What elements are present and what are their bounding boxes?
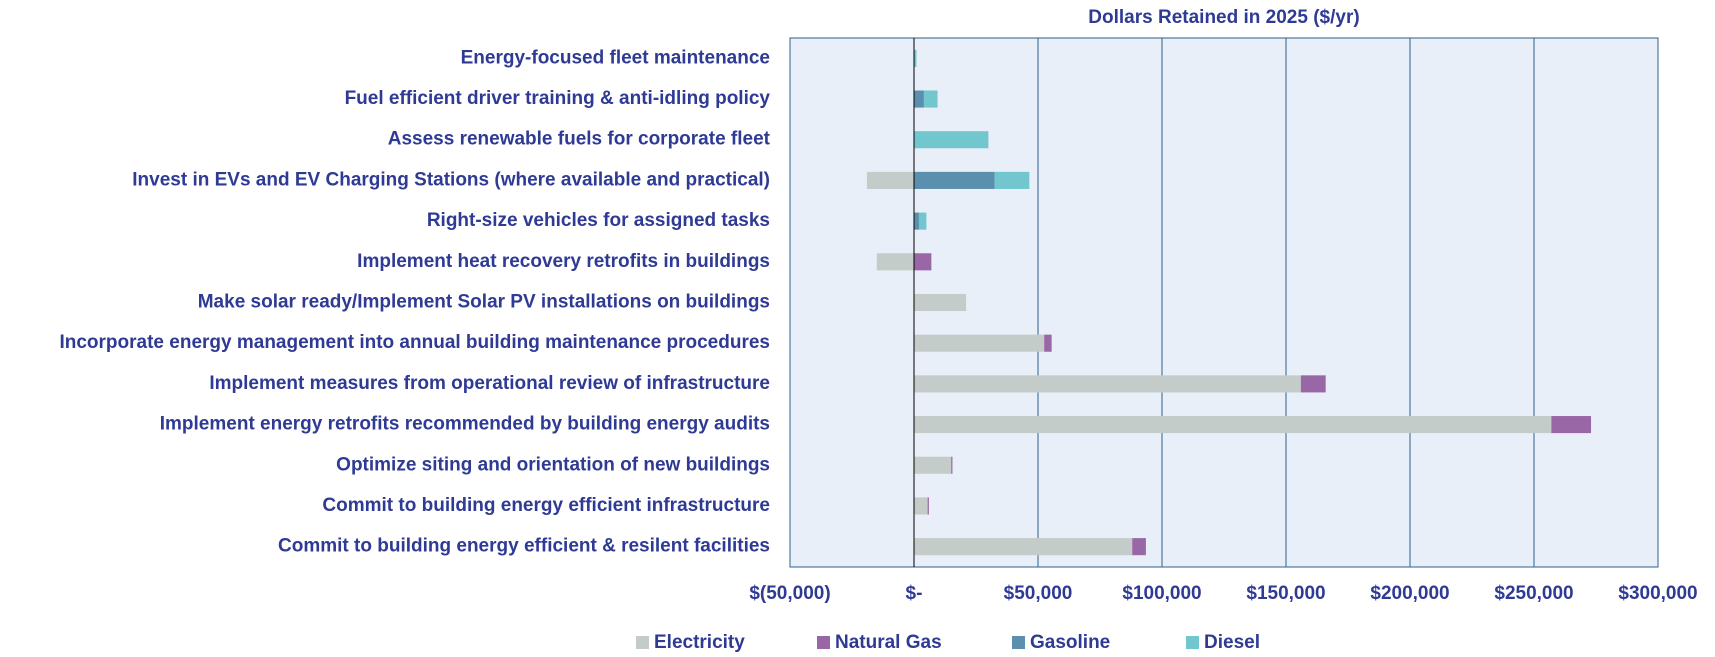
legend-label: Natural Gas [835, 632, 942, 653]
bar-segment [914, 538, 1133, 556]
bar-segment [914, 416, 1552, 434]
legend-swatch [636, 636, 649, 649]
x-tick-label: $300,000 [1618, 583, 1697, 604]
legend-swatch [1186, 636, 1199, 649]
y-tick-label: Incorporate energy management into annua… [59, 332, 770, 353]
y-tick-label: Optimize siting and orientation of new b… [336, 454, 770, 475]
x-tick-label: $250,000 [1494, 583, 1573, 604]
bar-segment [923, 90, 938, 108]
bar-segment [914, 334, 1045, 352]
y-tick-label: Make solar ready/Implement Solar PV inst… [198, 292, 770, 313]
bar-segment [914, 49, 917, 67]
bar-segment [914, 375, 1301, 393]
bar-segment [1132, 538, 1146, 556]
bar-segment [1551, 416, 1592, 434]
legend-label: Electricity [654, 632, 745, 653]
y-tick-label: Implement energy retrofits recommended b… [160, 414, 770, 435]
x-tick-label: $(50,000) [749, 583, 830, 604]
bar-segment [876, 253, 914, 271]
y-tick-label: Implement measures from operational revi… [209, 373, 770, 394]
x-tick-label: $150,000 [1246, 583, 1325, 604]
y-tick-label: Commit to building energy efficient & re… [278, 536, 770, 557]
bar-segment [951, 456, 953, 474]
y-tick-label: Assess renewable fuels for corporate fle… [388, 129, 771, 150]
y-tick-label: Invest in EVs and EV Charging Stations (… [132, 169, 770, 190]
legend-swatch [1012, 636, 1025, 649]
bar-segment [914, 171, 995, 189]
bar-segment [914, 253, 932, 271]
y-tick-label: Implement heat recovery retrofits in bui… [357, 251, 770, 272]
bar-segment [918, 212, 927, 230]
x-tick-label: $- [906, 583, 923, 604]
bar-segment [1300, 375, 1326, 393]
y-tick-label: Right-size vehicles for assigned tasks [427, 210, 770, 231]
x-tick-label: $100,000 [1122, 583, 1201, 604]
bar-segment [914, 497, 928, 515]
legend-label: Gasoline [1030, 632, 1110, 653]
bar-segment [927, 497, 929, 515]
bar-segment [914, 456, 952, 474]
legend-swatch [817, 636, 830, 649]
bar-segment [914, 90, 924, 108]
bar-segment [914, 293, 967, 312]
y-tick-label: Fuel efficient driver training & anti-id… [345, 88, 771, 109]
y-tick-label: Energy-focused fleet maintenance [461, 47, 770, 68]
bar-segment [994, 171, 1030, 189]
x-tick-label: $50,000 [1004, 583, 1073, 604]
bar-segment [866, 171, 914, 189]
bar-segment [914, 131, 989, 149]
bar-segment [1044, 334, 1052, 352]
y-tick-label: Commit to building energy efficient infr… [322, 495, 770, 516]
legend-label: Diesel [1204, 632, 1260, 653]
bar-segment [914, 212, 919, 230]
x-tick-label: $200,000 [1370, 583, 1449, 604]
chart-title: Dollars Retained in 2025 ($/yr) [1088, 7, 1359, 28]
